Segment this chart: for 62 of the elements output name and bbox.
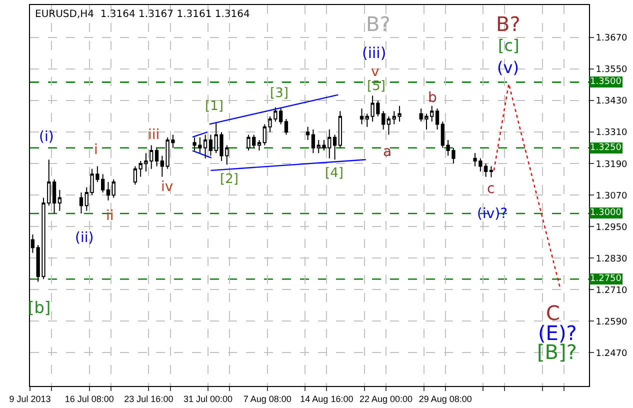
annotation: iv <box>161 179 174 195</box>
x-tick-label: 16 Jul 08:00 <box>64 394 114 404</box>
y-tick-label: 1.2830 <box>596 254 628 264</box>
candlestick <box>208 134 213 156</box>
annotation: iii <box>148 127 160 143</box>
candlestick <box>360 108 364 125</box>
annotation: [5] <box>367 79 386 94</box>
annotation: (iii) <box>362 44 386 62</box>
x-tick-label: 22 Aug 00:00 <box>360 394 413 404</box>
annotation: B? <box>366 12 390 36</box>
annotation: (i) <box>39 129 54 145</box>
candlestick <box>133 166 138 186</box>
chart-title: EURUSD,H4 1.3164 1.3167 1.3161 1.3164 <box>35 9 250 20</box>
candlestick <box>58 189 62 212</box>
ref-line-label: 1.2750 <box>590 274 622 284</box>
y-tick-label: 1.3430 <box>596 96 628 107</box>
x-tick-label: 14 Aug 16:00 <box>300 394 354 404</box>
x-tick-label: 7 Aug 08:00 <box>243 394 292 404</box>
annotation: i <box>94 142 98 158</box>
candlestick <box>257 139 262 151</box>
candlestick <box>306 126 310 140</box>
y-tick-label: 1.3310 <box>596 128 628 138</box>
x-tick-label: 9 Jul 2013 <box>9 394 51 404</box>
candlestick <box>284 118 288 136</box>
y-tick-label: 1.2470 <box>596 348 628 359</box>
candlestick <box>106 181 110 201</box>
candlestick <box>332 134 337 160</box>
candlestick <box>154 147 159 167</box>
y-tick-label: 1.3670 <box>596 34 628 44</box>
annotation: [2] <box>220 172 238 187</box>
annotation: [4] <box>325 166 344 181</box>
annotation: (ii) <box>75 230 94 246</box>
candlestick <box>52 178 56 214</box>
candlestick <box>79 192 84 214</box>
x-tick-label: 29 Aug 08:00 <box>418 394 472 404</box>
annotation: a <box>383 144 392 160</box>
annotation: [c] <box>498 36 520 55</box>
candlestick <box>435 108 440 130</box>
annotation: (v) <box>497 58 519 77</box>
candlestick <box>112 178 116 198</box>
candlestick <box>338 110 342 148</box>
annotation: [1] <box>205 99 224 114</box>
annotation: B? <box>496 12 520 36</box>
annotation: [3] <box>270 86 288 101</box>
candlestick <box>386 116 391 136</box>
ref-line-label: 1.3500 <box>590 77 622 87</box>
ref-line-label: 1.3250 <box>590 143 622 153</box>
x-tick-label: 23 Jul 16:00 <box>124 394 174 404</box>
y-tick-label: 1.3070 <box>596 191 628 202</box>
annotation: c <box>487 181 495 197</box>
annotation: v <box>371 64 380 80</box>
y-tick-label: 1.3190 <box>596 160 628 170</box>
candlestick <box>489 166 494 178</box>
y-tick-label: 1.2590 <box>596 317 628 328</box>
y-tick-label: 1.2950 <box>596 222 628 233</box>
x-tick-label: 31 Jul 00:00 <box>183 394 233 404</box>
y-tick-label: 1.3550 <box>596 65 628 76</box>
annotation: b <box>428 90 437 106</box>
candlestick <box>440 121 444 148</box>
y-tick-label: 1.2710 <box>596 286 628 296</box>
ref-line-label: 1.3000 <box>590 208 622 218</box>
candlestick <box>311 128 316 154</box>
